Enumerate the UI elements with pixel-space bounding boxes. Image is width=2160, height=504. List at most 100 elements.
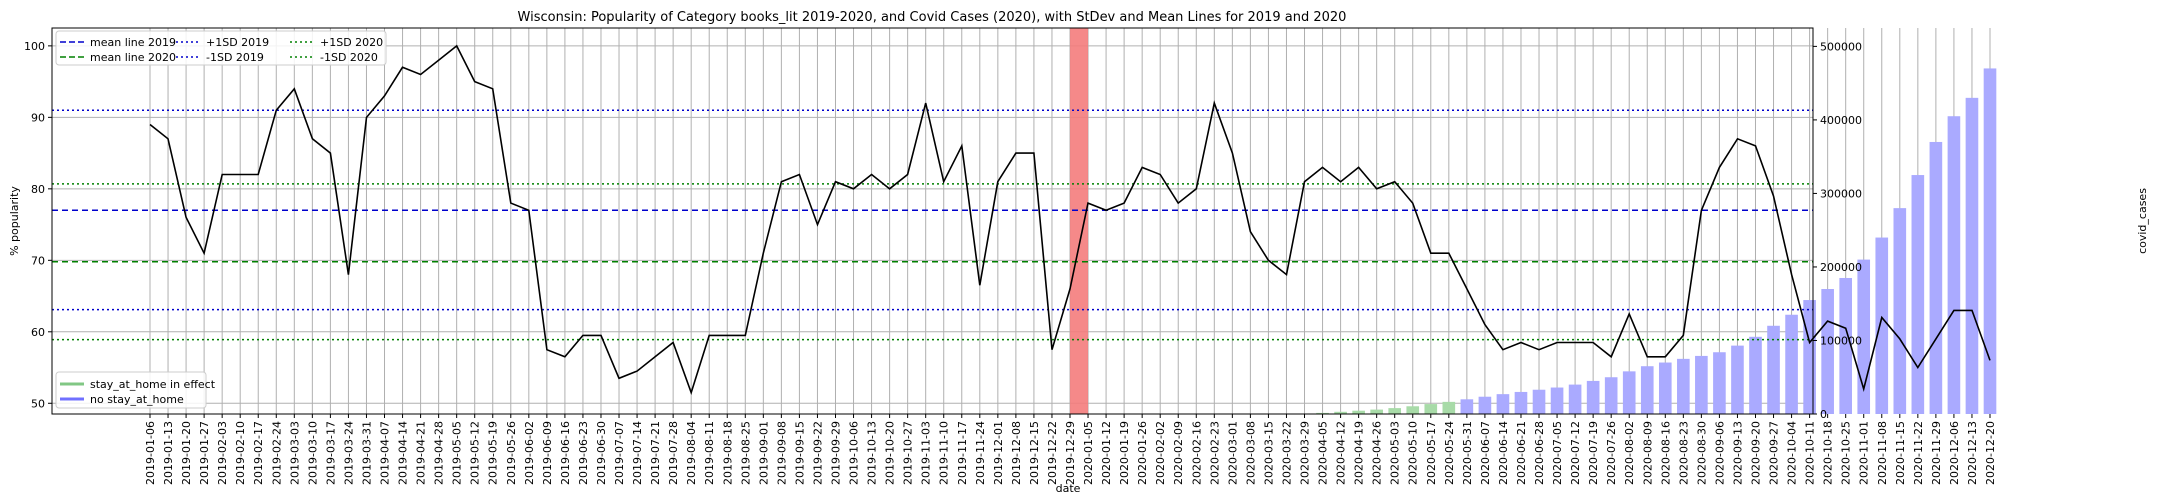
y2-tick-label: 500000 bbox=[1820, 40, 1862, 53]
legend-label: stay_at_home in effect bbox=[90, 378, 216, 391]
covid-bar bbox=[1550, 387, 1564, 414]
x-tick-label: 2020-02-02 bbox=[1154, 421, 1167, 485]
x-tick-label: 2019-01-06 bbox=[144, 421, 157, 485]
covid-bar bbox=[1695, 355, 1708, 414]
covid-bar bbox=[1821, 289, 1834, 414]
x-tick-label: 2019-07-14 bbox=[631, 421, 644, 485]
covid-bar bbox=[1749, 336, 1762, 414]
covid-bar bbox=[1731, 345, 1744, 414]
x-tick-label: 2019-11-10 bbox=[938, 421, 951, 485]
x-tick-label: 2020-07-26 bbox=[1605, 421, 1618, 485]
legend-top: mean line 2019 mean line 2020 +1SD 2019 -1S… bbox=[55, 30, 387, 66]
x-tick-label: 2019-01-13 bbox=[162, 421, 175, 485]
y2-axis-label: covid_cases bbox=[2136, 188, 2149, 254]
x-tick-label: 2020-02-09 bbox=[1172, 421, 1185, 485]
x-tick-label: 2020-01-19 bbox=[1118, 421, 1131, 485]
x-tick-label: 2019-02-24 bbox=[270, 421, 283, 485]
x-tick-label: 2020-07-12 bbox=[1569, 421, 1582, 485]
x-tick-label: 2020-03-22 bbox=[1280, 421, 1293, 485]
x-tick-label: 2019-06-16 bbox=[559, 421, 572, 485]
covid-bar bbox=[1767, 325, 1780, 414]
legend-label: +1SD 2019 bbox=[206, 36, 269, 49]
x-tick-label: 2019-12-15 bbox=[1028, 421, 1041, 485]
highlight-layer bbox=[1070, 28, 1089, 414]
x-tick-label: 2020-06-28 bbox=[1533, 421, 1546, 485]
x-tick-label: 2020-09-27 bbox=[1768, 421, 1781, 485]
y2-tick-label: 400000 bbox=[1820, 114, 1862, 127]
legend-label: mean line 2020 bbox=[90, 51, 176, 64]
x-tick-label: 2019-08-11 bbox=[703, 421, 716, 485]
x-tick-label: 2019-08-04 bbox=[685, 421, 698, 485]
x-tick-label: 2020-06-07 bbox=[1479, 421, 1492, 485]
x-tick-label: 2019-06-02 bbox=[523, 421, 536, 485]
x-tick-label: 2020-07-05 bbox=[1551, 421, 1564, 485]
x-tick-label: 2019-04-21 bbox=[415, 421, 428, 485]
x-tick-label: 2019-12-01 bbox=[992, 421, 1005, 485]
covid-bar bbox=[1406, 406, 1420, 414]
line-layer bbox=[149, 44, 1991, 396]
x-tick-label: 2019-02-10 bbox=[234, 421, 247, 485]
x-tick-label: 2019-10-13 bbox=[866, 421, 879, 485]
covid-bar bbox=[1568, 384, 1582, 414]
x-tick-label: 2020-08-30 bbox=[1695, 421, 1708, 485]
x-tick-label: 2020-11-08 bbox=[1876, 421, 1889, 485]
covid-bar bbox=[1532, 389, 1546, 414]
reference-lines bbox=[52, 109, 1813, 341]
x-tick-label: 2020-11-22 bbox=[1912, 421, 1925, 485]
x-tick-label: 2019-09-22 bbox=[811, 421, 824, 485]
x-tick-label: 2020-08-16 bbox=[1659, 421, 1672, 485]
x-tick-label: 2020-02-23 bbox=[1208, 421, 1221, 485]
y-tick-label: 90 bbox=[31, 111, 45, 124]
x-tick-label: 2019-04-07 bbox=[379, 421, 392, 485]
covid-bar bbox=[1514, 391, 1528, 414]
x-tick-label: 2019-03-24 bbox=[342, 421, 355, 485]
x-tick-label: 2020-06-14 bbox=[1497, 421, 1510, 485]
legend-label: +1SD 2020 bbox=[320, 36, 383, 49]
x-tick-label: 2019-01-20 bbox=[180, 421, 193, 485]
covid-bar bbox=[1911, 175, 1925, 414]
x-tick-label: 2019-11-17 bbox=[956, 421, 969, 485]
x-tick-label: 2020-05-31 bbox=[1461, 421, 1474, 485]
covid-bar bbox=[1478, 396, 1492, 414]
covid-bar bbox=[1893, 208, 1907, 414]
covid-bar bbox=[1334, 411, 1347, 414]
x-tick-label: 2019-06-23 bbox=[577, 421, 590, 485]
y-tick-label: 70 bbox=[31, 254, 45, 267]
x-tick-label: 2019-08-18 bbox=[721, 421, 734, 485]
covid-bar bbox=[1604, 377, 1618, 414]
covid-bar bbox=[1370, 409, 1383, 414]
x-tick-label: 2020-10-18 bbox=[1822, 421, 1835, 485]
x-tick-label: 2020-05-10 bbox=[1407, 421, 1420, 485]
x-tick-label: 2020-01-12 bbox=[1100, 421, 1113, 485]
y-tick-label: 100 bbox=[24, 40, 45, 53]
popularity-line bbox=[149, 44, 1991, 396]
x-tick-label: 2019-07-28 bbox=[667, 421, 680, 485]
x-tick-label: 2020-06-21 bbox=[1515, 421, 1528, 485]
x-tick-label: 2019-06-09 bbox=[541, 421, 554, 485]
x-tick-label: 2020-10-25 bbox=[1840, 421, 1853, 485]
covid-bar bbox=[1965, 97, 1979, 414]
x-tick-label: 2020-09-20 bbox=[1749, 421, 1762, 485]
x-tick-label: 2020-09-06 bbox=[1713, 421, 1726, 485]
covid-bar bbox=[1677, 358, 1690, 414]
x-tick-label: 2019-08-25 bbox=[739, 421, 752, 485]
covid-bar bbox=[1496, 394, 1510, 414]
x-tick-label: 2019-03-10 bbox=[306, 421, 319, 485]
x-tick-label: 2020-11-01 bbox=[1858, 421, 1871, 485]
x-tick-label: 2019-05-19 bbox=[487, 421, 500, 485]
x-tick-label: 2019-02-03 bbox=[216, 421, 229, 485]
covid-bar bbox=[1316, 412, 1329, 414]
y2-tick-label: 300000 bbox=[1820, 187, 1862, 200]
covid-bar bbox=[1803, 300, 1816, 414]
x-tick-label: 2020-03-15 bbox=[1262, 421, 1275, 485]
x-tick-label: 2020-10-11 bbox=[1804, 421, 1817, 485]
covid-bar bbox=[1785, 314, 1798, 414]
x-tick-label: 2020-11-29 bbox=[1930, 421, 1943, 485]
x-tick-label: 2020-07-19 bbox=[1587, 421, 1600, 485]
covid-bar bbox=[1442, 401, 1456, 414]
x-tick-label: 2020-10-04 bbox=[1786, 421, 1799, 485]
legend-bottom-box bbox=[55, 371, 207, 409]
covid-bar bbox=[1640, 366, 1654, 414]
x-tick-label: 2019-03-03 bbox=[288, 421, 301, 485]
highlight-band bbox=[1070, 28, 1089, 414]
